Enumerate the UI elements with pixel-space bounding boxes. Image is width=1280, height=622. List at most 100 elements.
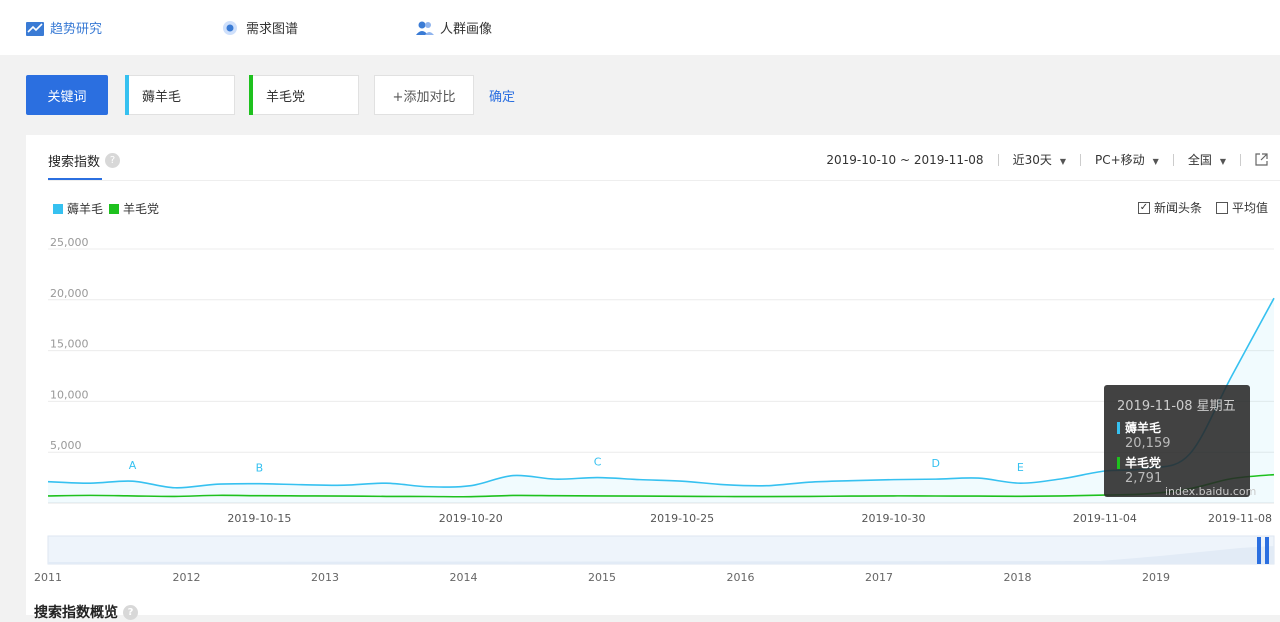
x-tick-label: 2019-10-20 — [439, 512, 503, 525]
top-nav: 趋势研究 需求图谱 人群画像 — [0, 0, 1280, 55]
chart-series — [47, 297, 1275, 503]
tab-divider — [48, 180, 1280, 181]
tab-search-index[interactable]: 搜索指数 ? — [48, 151, 121, 170]
y-tick-label: 5,000 — [50, 439, 82, 452]
caret-down-icon: ▼ — [1059, 157, 1066, 166]
overview-handle-right — [1265, 537, 1269, 564]
region-select-label: 全国 — [1187, 153, 1212, 167]
overview-year-label: 2018 — [1004, 571, 1032, 584]
legend-swatch — [53, 203, 63, 214]
checkbox-checked-icon: ✓ — [1137, 201, 1150, 214]
tooltip-series-2-value: 2,791 — [1125, 471, 1163, 486]
caret-down-icon: ▼ — [1219, 157, 1226, 166]
nav-audience-profile[interactable]: 人群画像 — [416, 18, 492, 37]
search-index-panel: 搜索指数 ? 2019-10-10 ~ 2019-11-08 近30天 ▼ PC+… — [26, 135, 1280, 615]
radar-dot-icon — [223, 20, 237, 35]
confirm-button[interactable]: 确定 — [489, 90, 516, 105]
term-1-label: 薅羊毛 — [142, 89, 182, 105]
legend-label-1: 薅羊毛 — [67, 202, 104, 216]
news-checkbox-label: 新闻头条 — [1153, 201, 1202, 215]
device-select[interactable]: PC+移动 ▼ — [1095, 151, 1159, 168]
legend-item-2[interactable]: 羊毛党 — [109, 200, 159, 217]
overview-section-title-label: 搜索指数概览 — [34, 605, 118, 621]
x-tick-label: 2019-10-30 — [862, 512, 926, 525]
nav-demand-label: 需求图谱 — [246, 22, 299, 37]
series-line-1 — [47, 297, 1275, 489]
tooltip-series-2: 羊毛党 — [1117, 454, 1237, 471]
series-1-area — [48, 298, 1274, 503]
overview-scrubber[interactable]: 2011 2012 2013 2014 2015 2016 2017 2018 2019 — [34, 535, 1275, 584]
y-tick-label: 15,000 — [50, 338, 89, 351]
date-range-picker[interactable]: 2019-10-10 ~ 2019-11-08 — [826, 152, 984, 167]
average-checkbox[interactable]: 平均值 — [1215, 199, 1268, 216]
tooltip-series-1-value: 20,159 — [1125, 436, 1171, 451]
caret-down-icon: ▼ — [1152, 157, 1159, 166]
tooltip-date: 2019-11-08 星期五 — [1117, 399, 1236, 414]
period-select[interactable]: 近30天 ▼ — [1013, 151, 1066, 168]
period-select-label: 近30天 — [1012, 153, 1052, 167]
tooltip-series-1-name: 薅羊毛 — [1125, 421, 1162, 435]
x-tick-label: 2019-10-15 — [227, 512, 291, 525]
x-tick-label: 2019-10-25 — [650, 512, 714, 525]
filter-bar: 2019-10-10 ~ 2019-11-08 近30天 ▼ PC+移动 ▼ 全国 ▼ — [826, 151, 1268, 168]
divider — [1240, 153, 1241, 166]
y-tick-label: 20,000 — [50, 287, 89, 300]
term-2-color-bar — [249, 75, 253, 115]
keyword-type-button[interactable]: 关键词 — [26, 75, 108, 115]
annotation-marker: D — [932, 457, 940, 470]
news-checkbox[interactable]: ✓ 新闻头条 — [1137, 199, 1202, 216]
overview-year-label: 2015 — [588, 571, 616, 584]
trend-chart-icon — [26, 21, 44, 36]
overview-year-label: 2012 — [173, 571, 201, 584]
overview-section-title: 搜索指数概览 ? — [34, 602, 138, 622]
divider — [1172, 153, 1174, 166]
nav-audience-label: 人群画像 — [440, 22, 493, 37]
region-select[interactable]: 全国 ▼ — [1188, 151, 1226, 168]
overview-area — [48, 546, 1274, 564]
term-2-label: 羊毛党 — [266, 89, 306, 105]
external-link-icon[interactable] — [1255, 153, 1268, 166]
watermark: index.baidu.com — [1165, 485, 1257, 498]
nav-demand-graph[interactable]: 需求图谱 — [222, 18, 298, 37]
x-axis-ticks: 2019-10-15 2019-10-20 2019-10-25 2019-10-30… — [227, 512, 1272, 525]
overview-handle-left — [1257, 537, 1261, 564]
help-icon[interactable]: ? — [123, 604, 138, 620]
x-tick-label: 2019-11-04 — [1073, 512, 1137, 525]
keyword-bar: 关键词 薅羊毛 羊毛党 +添加对比 确定 — [0, 55, 1280, 135]
overview-track — [47, 535, 1275, 565]
tab-search-index-label: 搜索指数 — [48, 155, 101, 170]
annotation-marker: B — [256, 462, 264, 475]
device-select-label: PC+移动 — [1095, 153, 1145, 167]
people-icon — [416, 21, 434, 35]
divider — [997, 153, 999, 166]
y-tick-label: 10,000 — [50, 388, 89, 401]
add-compare-button[interactable]: +添加对比 — [374, 75, 474, 115]
keyword-term-2[interactable]: 羊毛党 — [249, 75, 359, 115]
legend-swatch — [109, 203, 120, 214]
keyword-term-1[interactable]: 薅羊毛 — [125, 75, 235, 115]
legend-item-1[interactable]: 薅羊毛 — [53, 200, 103, 217]
checkbox-empty-icon — [1215, 201, 1228, 214]
help-icon[interactable]: ? — [105, 153, 121, 168]
divider — [1080, 153, 1081, 166]
chart-annotations: A B C D E — [129, 456, 1024, 475]
annotation-marker: A — [129, 459, 137, 472]
chart-grid — [48, 248, 1274, 504]
overview-year-label: 2016 — [727, 571, 755, 584]
legend-label-2: 羊毛党 — [123, 202, 160, 216]
tooltip-swatch — [1117, 421, 1120, 434]
average-checkbox-label: 平均值 — [1231, 201, 1268, 215]
overview-year-label: 2017 — [865, 571, 893, 584]
y-tick-label: 25,000 — [50, 236, 89, 249]
tab-active-underline — [48, 178, 102, 180]
nav-trend-label: 趋势研究 — [50, 22, 103, 37]
overview-year-label: 2013 — [311, 571, 339, 584]
search-index-chart: 25,000 20,000 15,000 10,000 5,000 A B C D E 2019… — [34, 236, 1275, 584]
nav-trend-research[interactable]: 趋势研究 — [26, 18, 102, 37]
annotation-marker: E — [1017, 461, 1024, 474]
overview-year-label: 2019 — [1142, 571, 1170, 584]
chart-options: ✓ 新闻头条 平均值 — [1124, 199, 1268, 216]
term-1-color-bar — [125, 75, 129, 115]
annotation-marker: C — [594, 456, 602, 469]
tooltip-series-1: 薅羊毛 — [1117, 419, 1237, 436]
